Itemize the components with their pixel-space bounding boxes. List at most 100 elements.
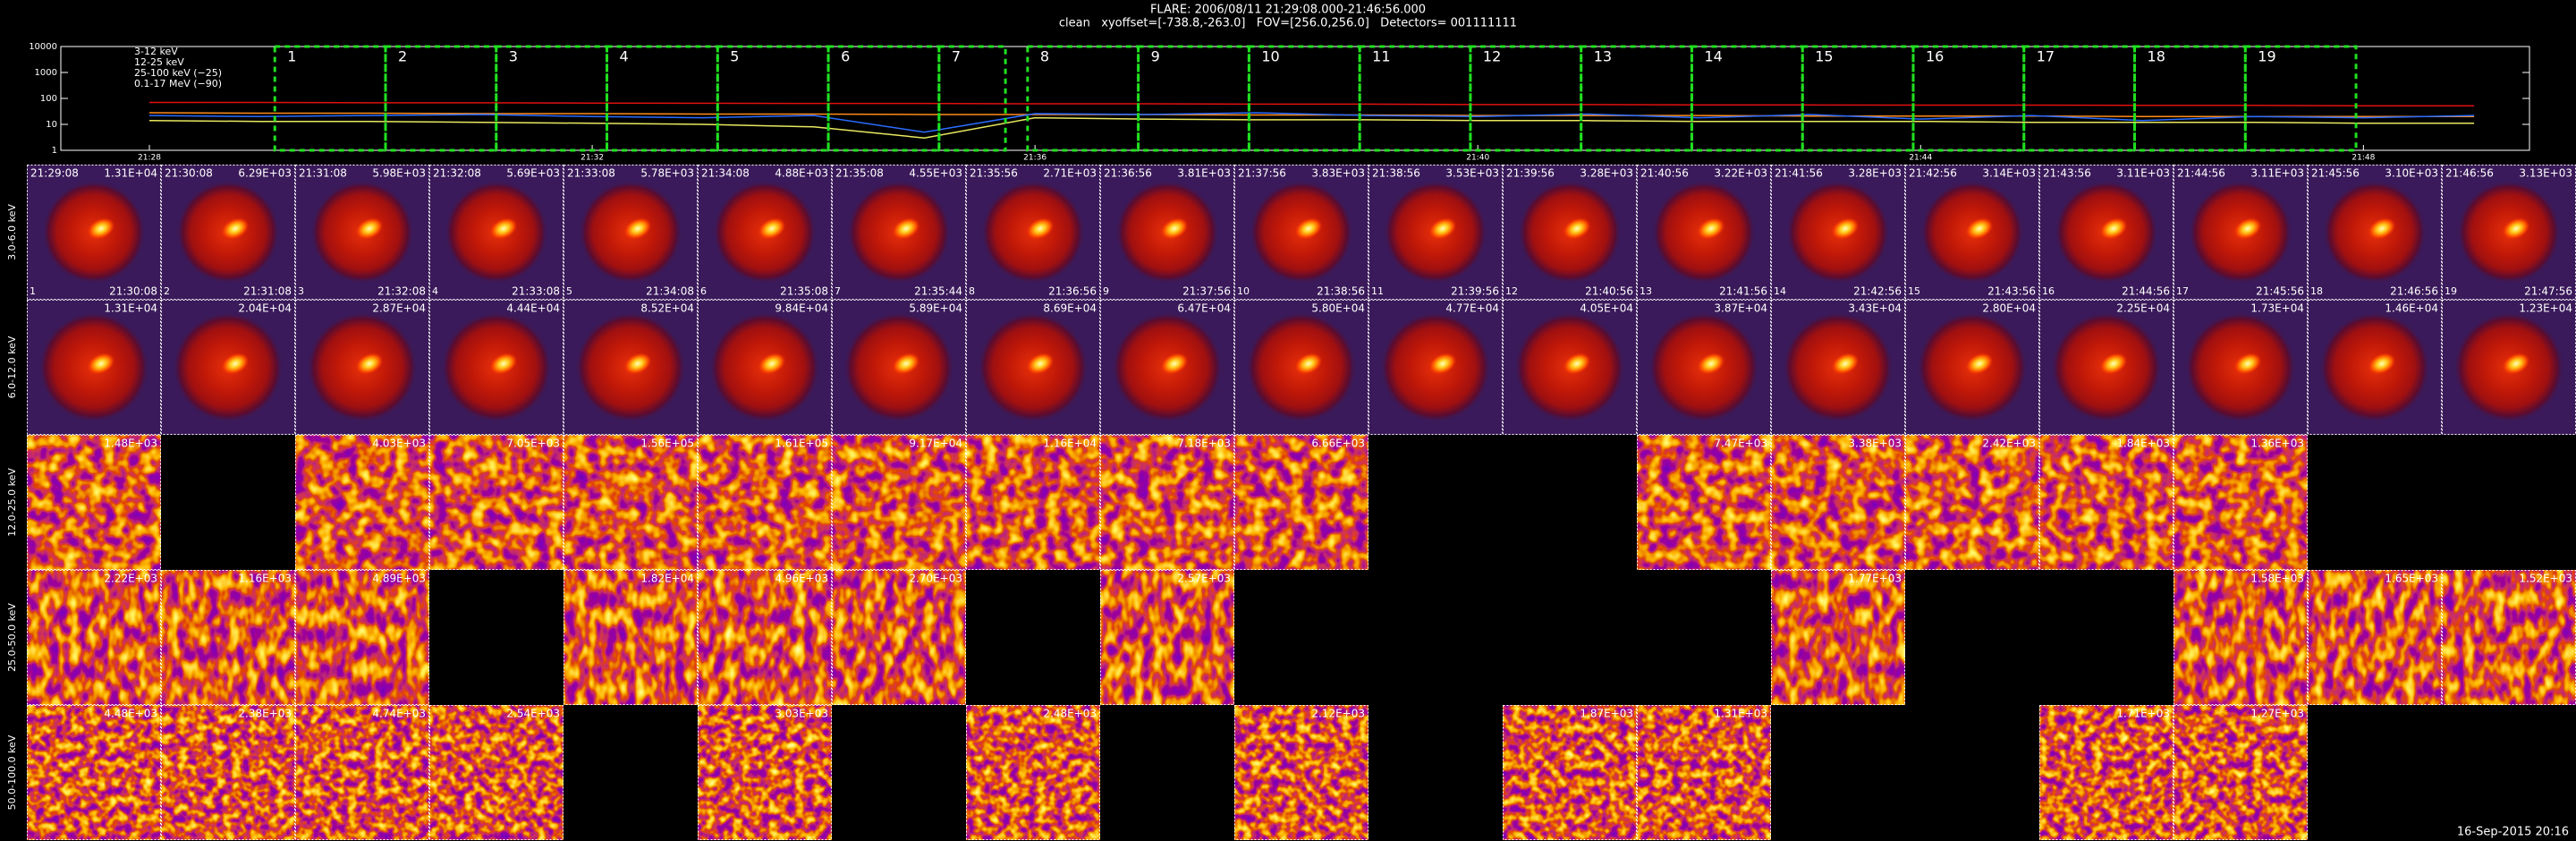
- peak-label: 3.28E+03: [1580, 167, 1633, 180]
- cell-border: [295, 570, 429, 705]
- image-cell: 7.05E+03: [429, 435, 564, 570]
- cell-border: [27, 570, 161, 705]
- peak-label: 4.55E+03: [909, 167, 962, 180]
- image-cell: 4.96E+03: [698, 570, 832, 705]
- cell-border: [2308, 165, 2442, 300]
- peak-label: 4.88E+03: [775, 167, 828, 180]
- noise-image: [2442, 570, 2576, 705]
- noise-image: [1637, 435, 1771, 570]
- index-label: 18: [2310, 285, 2323, 297]
- noise-image: [2308, 570, 2442, 705]
- image-cell: 3.11E+03 21:43:56 21:44:56 16: [2039, 165, 2174, 300]
- peak-label: 1.27E+03: [2250, 708, 2304, 720]
- peak-label: 1.16E+03: [238, 573, 292, 585]
- interval-label: 3: [509, 48, 518, 65]
- noise-image: [2174, 435, 2308, 570]
- interval-label: 18: [2148, 48, 2165, 65]
- cell-border: [295, 435, 429, 570]
- noise-image: [698, 570, 832, 705]
- cell-border: [1905, 165, 2039, 300]
- peak-label: 5.98E+03: [372, 167, 426, 180]
- index-label: 1: [30, 285, 36, 297]
- source-core: [2233, 217, 2262, 240]
- noise-image: [966, 435, 1100, 570]
- peak-label: 7.47E+03: [1714, 437, 1767, 450]
- interval-label: 13: [1594, 48, 1612, 65]
- index-label: 10: [1237, 285, 1250, 297]
- image-cell: 2.71E+03 21:35:56 21:36:56 8: [966, 165, 1100, 300]
- cell-border: [27, 165, 161, 300]
- index-label: 5: [566, 285, 572, 297]
- source-core: [1026, 353, 1055, 375]
- image-cell: 3.03E+03: [698, 705, 832, 840]
- subtitle: clean xyoffset=[-738.8,-263.0] FOV=[256.…: [1059, 17, 1517, 30]
- peak-label: 2.42E+03: [1982, 437, 2036, 450]
- index-label: 8: [969, 285, 975, 297]
- end-time: 21:33:08: [512, 285, 560, 298]
- noise-image: [2174, 705, 2308, 840]
- image-cell: 3.28E+03 21:39:56 21:40:56 12: [1503, 165, 1637, 300]
- peak-label: 4.77E+04: [1445, 302, 1499, 315]
- cell-border: [966, 435, 1100, 570]
- peak-label: 1.31E+04: [104, 302, 157, 315]
- peak-label: 1.16E+04: [1043, 437, 1097, 450]
- index-label: 17: [2176, 285, 2189, 297]
- cell-border: [564, 165, 698, 300]
- cell-border: [161, 705, 295, 840]
- noise-image: [429, 705, 564, 840]
- image-cell: 1.16E+04: [966, 435, 1100, 570]
- cell-border: [1771, 570, 1905, 705]
- source-core: [1697, 353, 1725, 375]
- image-cell: 4.89E+03: [295, 570, 429, 705]
- interval-label: 2: [398, 48, 407, 65]
- index-label: 3: [298, 285, 304, 297]
- peak-label: 1.73E+04: [2250, 302, 2304, 315]
- source-core: [489, 353, 518, 375]
- source-core: [221, 217, 250, 240]
- interval-label: 5: [730, 48, 739, 65]
- start-time: 21:42:56: [1909, 167, 1957, 180]
- source-core: [1160, 353, 1189, 375]
- cell-border: [2039, 435, 2174, 570]
- peak-label: 1.31E+03: [1714, 708, 1767, 720]
- peak-label: 6.66E+03: [1311, 437, 1365, 450]
- peak-label: 8.69E+04: [1043, 302, 1097, 315]
- image-cell: 9.84E+04: [698, 300, 832, 435]
- noise-image: [832, 435, 966, 570]
- row-label: 3.0-6.0 keV: [6, 204, 18, 260]
- image-cell: 2.04E+04: [161, 300, 295, 435]
- image-cell: 3.43E+04: [1771, 300, 1905, 435]
- image-cell: 1.27E+03: [2174, 705, 2308, 840]
- row-label: 12.0-25.0 keV: [6, 468, 18, 537]
- peak-label: 5.89E+04: [909, 302, 962, 315]
- peak-label: 4.44E+04: [506, 302, 560, 315]
- source-core: [2099, 217, 2128, 240]
- x-tick-label: 21:44: [1909, 154, 1932, 163]
- peak-label: 2.04E+04: [238, 302, 292, 315]
- image-cell: 1.73E+04: [2174, 300, 2308, 435]
- image-cell: 3.83E+03 21:37:56 21:38:56 10: [1234, 165, 1368, 300]
- peak-label: 2.22E+03: [104, 573, 157, 585]
- end-time: 21:45:56: [2256, 285, 2304, 298]
- y-tick-label: 10000: [29, 42, 57, 52]
- cell-border: [832, 300, 966, 435]
- cell-border: [1234, 300, 1368, 435]
- peak-label: 3.03E+03: [775, 708, 828, 720]
- image-cell: 5.98E+03 21:31:08 21:32:08 3: [295, 165, 429, 300]
- cell-border: [966, 300, 1100, 435]
- end-time: 21:30:08: [109, 285, 157, 298]
- source-core: [355, 353, 384, 375]
- end-time: 21:43:56: [1987, 285, 2036, 298]
- source-core: [355, 217, 384, 240]
- cell-border: [295, 165, 429, 300]
- cell-border: [429, 705, 564, 840]
- image-cell: 1.82E+04: [564, 570, 698, 705]
- noise-image: [161, 570, 295, 705]
- start-time: 21:38:56: [1372, 167, 1420, 180]
- source-core: [623, 217, 652, 240]
- end-time: 21:41:56: [1719, 285, 1767, 298]
- end-time: 21:47:56: [2524, 285, 2572, 298]
- row-label: 25.0-50.0 keV: [6, 603, 18, 672]
- source-core: [2099, 353, 2128, 375]
- peak-label: 1.87E+03: [1580, 708, 1633, 720]
